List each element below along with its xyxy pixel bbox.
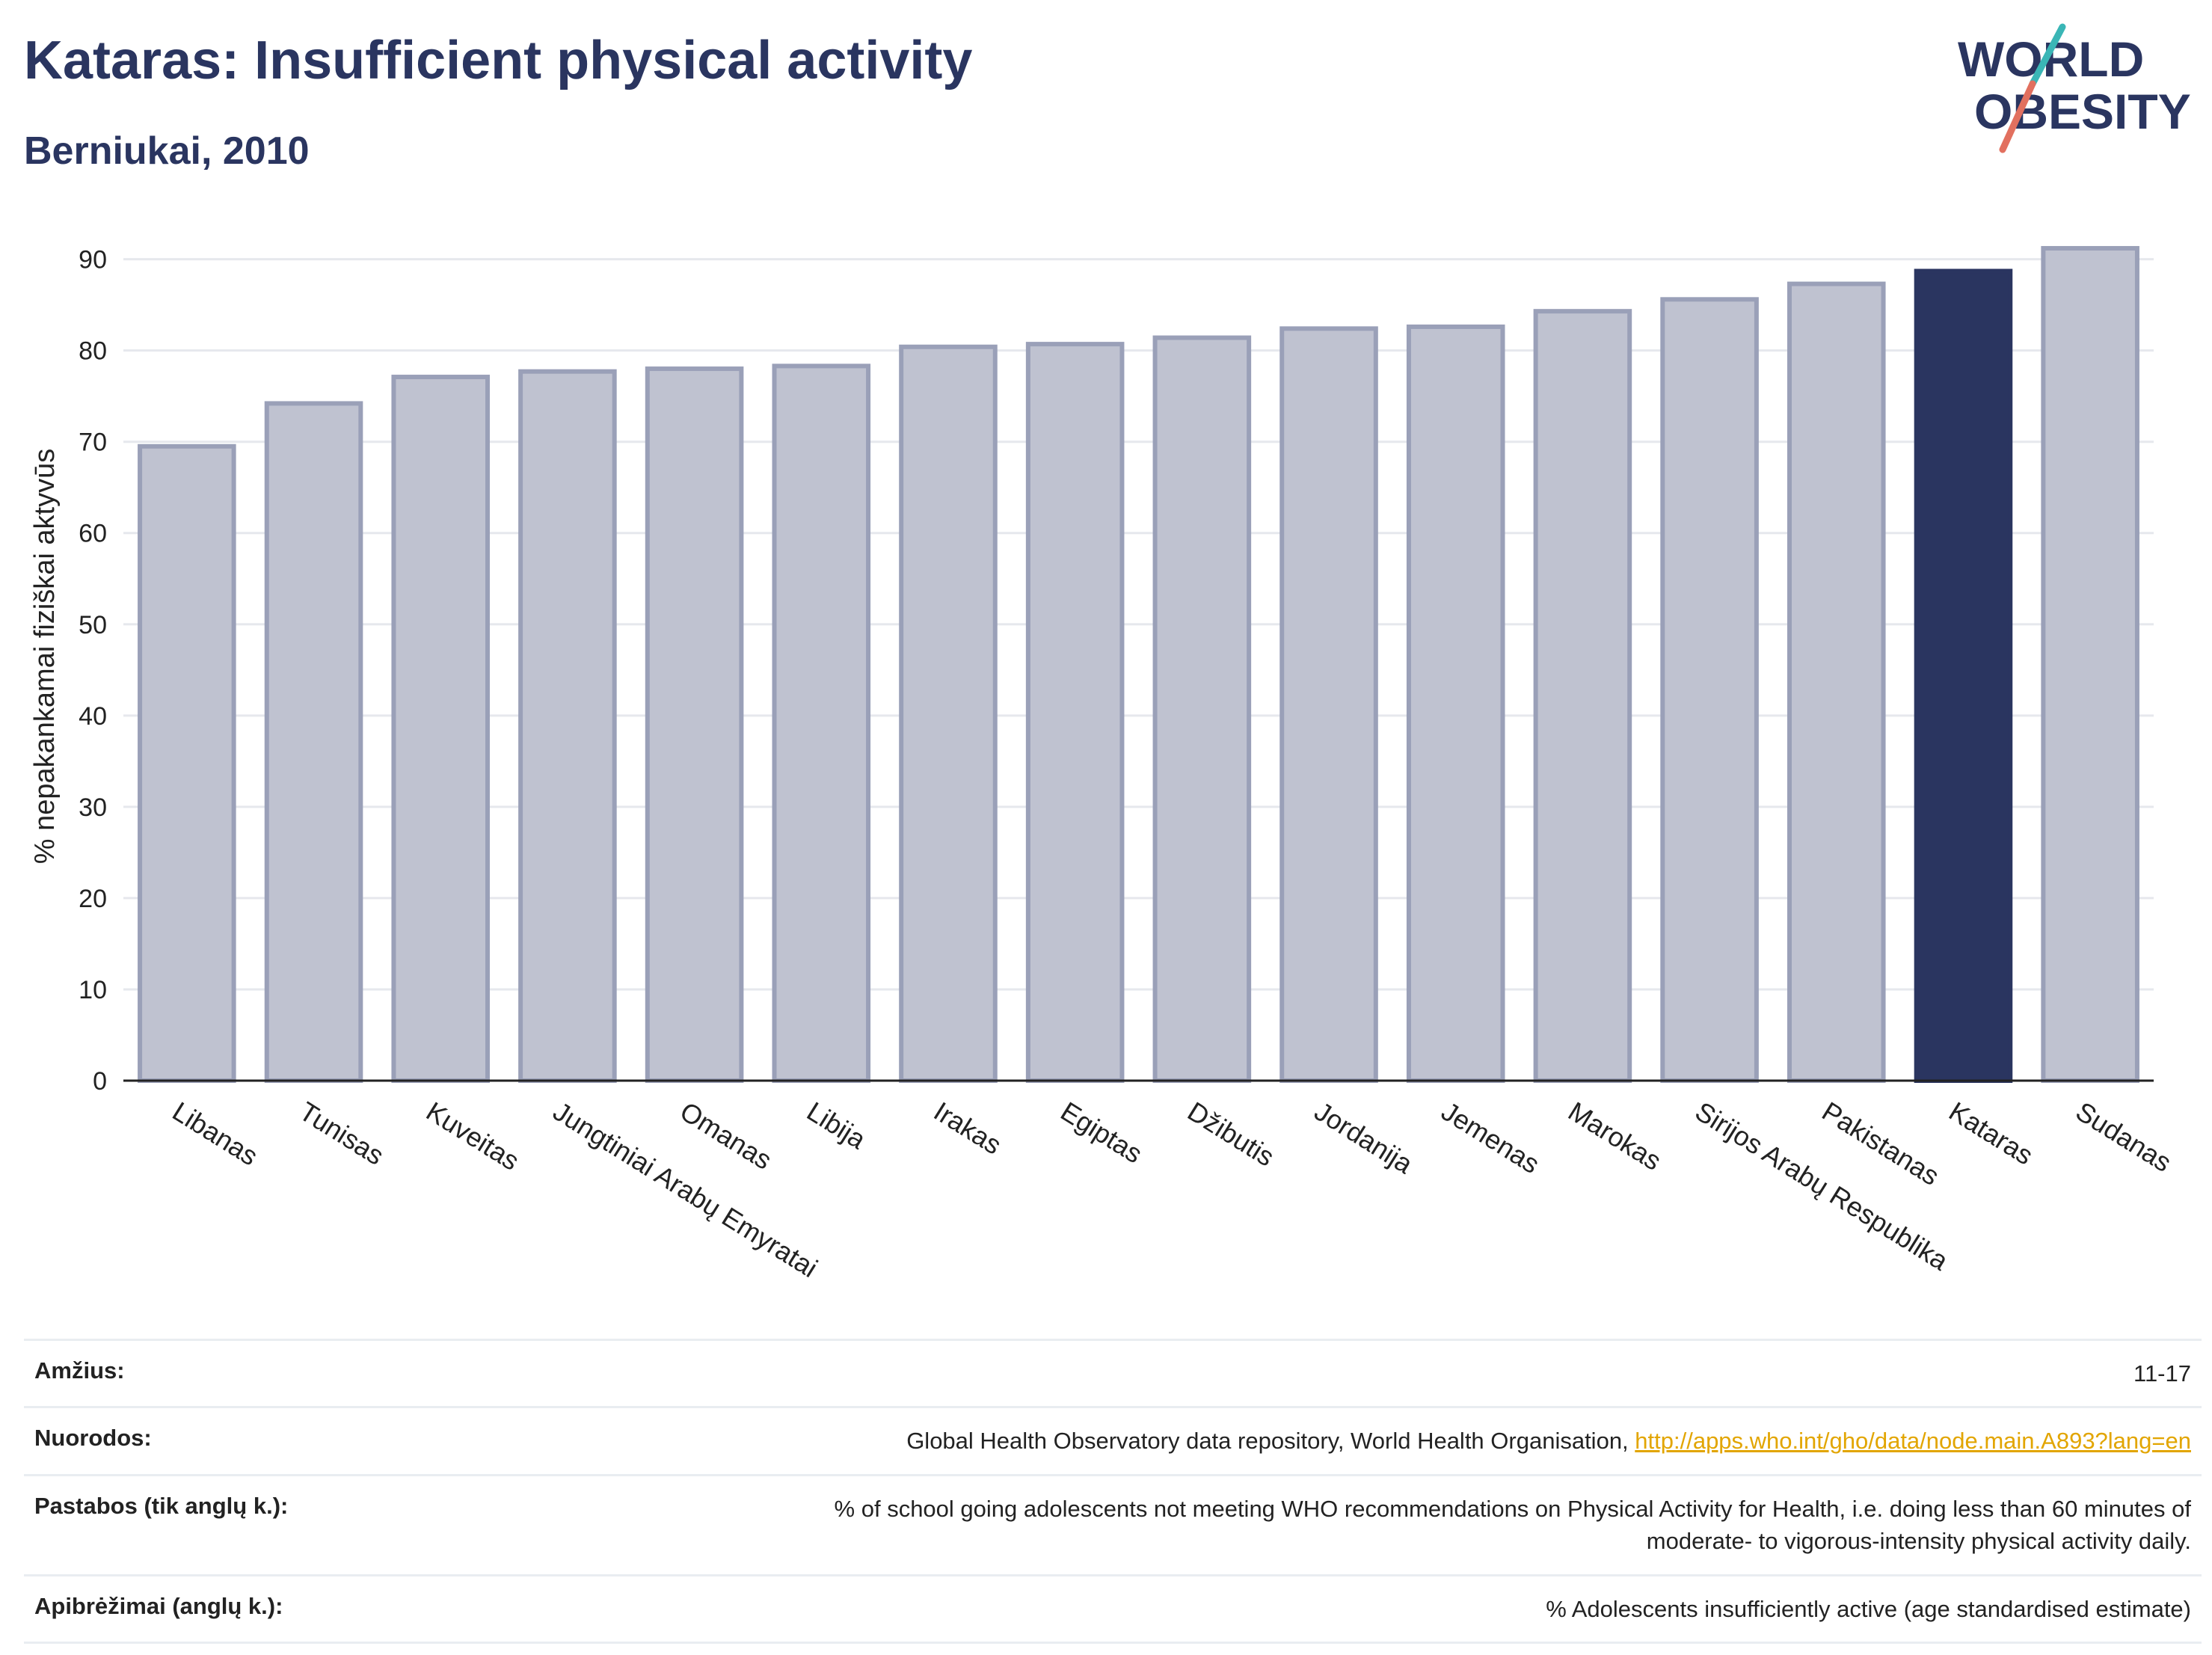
notes-line1: % of school going adolescents not meetin… — [834, 1495, 2191, 1522]
references-label: Nuorodos: — [34, 1425, 152, 1452]
x-tick-label: Egiptas — [1055, 1096, 1148, 1169]
bar-10 — [1406, 324, 1505, 1083]
y-tick-label: 90 — [79, 246, 107, 274]
y-tick-label: 20 — [79, 885, 107, 913]
y-tick-label: 80 — [79, 337, 107, 366]
y-axis-label: % nepakankamai fiziškai aktyvūs — [29, 449, 61, 864]
y-tick-label: 10 — [79, 976, 107, 1004]
x-tick-label: Džibutis — [1182, 1096, 1279, 1173]
footer-row-definitions: Apibrėžimai (anglų k.): % Adolescents in… — [24, 1573, 2202, 1644]
footer-row-age: Amžius: 11-17 — [24, 1339, 2202, 1406]
x-tick-label: Kuveitas — [421, 1096, 525, 1176]
references-text: Global Health Observatory data repositor… — [906, 1428, 1635, 1455]
y-tick-label: 60 — [79, 520, 107, 548]
x-tick-label: Marokas — [1563, 1096, 1667, 1176]
logo-line1: WORLD — [1958, 31, 2144, 87]
bar-15 — [2041, 245, 2139, 1083]
age-label: Amžius: — [34, 1357, 125, 1384]
y-tick-label: 0 — [93, 1067, 107, 1096]
notes-value: % of school going adolescents not meetin… — [835, 1493, 2191, 1558]
bar-13 — [1787, 281, 1886, 1083]
bar-9 — [1279, 326, 1378, 1083]
footer-row-notes: Pastabos (tik anglų k.): % of school goi… — [24, 1473, 2202, 1574]
x-tick-label: Libija — [802, 1096, 872, 1155]
chart-subtitle: Berniukai, 2010 — [24, 129, 310, 173]
age-value: 11-17 — [2133, 1360, 2191, 1387]
bar-8 — [1152, 335, 1252, 1083]
footer-row-references: Nuorodos: Global Health Observatory data… — [24, 1406, 2202, 1473]
bar-6 — [899, 344, 998, 1084]
references-value: Global Health Observatory data repositor… — [906, 1425, 2191, 1457]
x-tick-label: Jemenas — [1436, 1096, 1545, 1179]
bar-3 — [518, 369, 617, 1083]
references-link[interactable]: http://apps.who.int/gho/data/node.main.A… — [1635, 1428, 2191, 1455]
x-tick-label: Irakas — [929, 1096, 1007, 1161]
bar-chart: 0 10 20 30 40 50 60 70 80 90 % nepakankamai fizišk… — [29, 245, 2177, 1283]
chart-footer: Amžius: 11-17 Nuorodos: Global Health Ob… — [24, 1339, 2202, 1644]
bar-1 — [264, 401, 363, 1083]
bar-4 — [645, 366, 744, 1083]
y-tick-label: 40 — [79, 702, 107, 731]
x-tick-label: Kataras — [1944, 1096, 2039, 1171]
definitions-value: % Adolescents insufficiently active (age… — [1546, 1595, 2191, 1622]
x-tick-label: Omanas — [675, 1096, 777, 1176]
x-tick-label: Sudanas — [2071, 1096, 2177, 1178]
notes-line2: moderate- to vigorous-intensity physical… — [1646, 1528, 2191, 1555]
bar-7 — [1025, 342, 1125, 1083]
definitions-label: Apibrėžimai (anglų k.): — [34, 1592, 283, 1619]
bar-12 — [1660, 297, 1759, 1084]
y-tick-label: 30 — [79, 793, 107, 822]
world-obesity-logo: WORLD OBESITY — [1958, 23, 2191, 153]
y-tick-label: 70 — [79, 429, 107, 457]
bar-14 — [1914, 268, 2013, 1083]
bar-11 — [1533, 309, 1632, 1084]
bar-5 — [772, 363, 871, 1084]
bar-2 — [391, 375, 491, 1083]
x-tick-label: Tunisas — [294, 1096, 389, 1171]
notes-label: Pastabos (tik anglų k.): — [34, 1492, 289, 1519]
y-tick-label: 50 — [79, 611, 107, 639]
x-tick-label: Jordanija — [1309, 1096, 1419, 1180]
chart-title: Kataras: Insufficient physical activity — [24, 31, 973, 90]
x-tick-label: Libanas — [168, 1096, 264, 1172]
bar-0 — [138, 443, 236, 1083]
